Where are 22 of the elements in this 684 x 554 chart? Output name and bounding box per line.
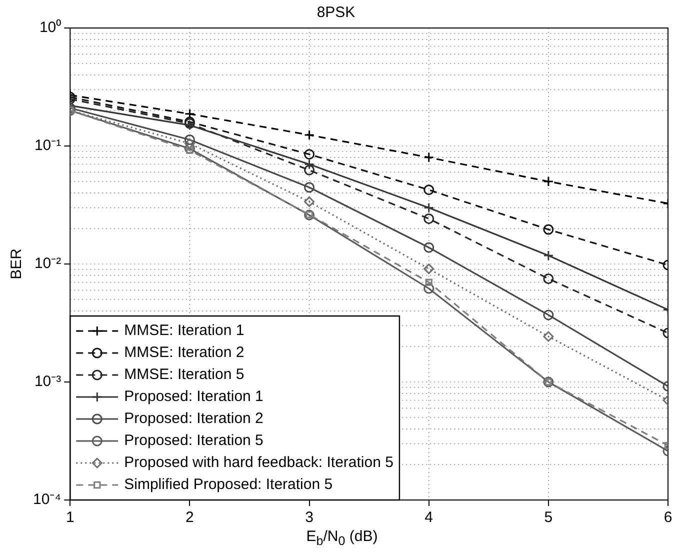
x-tick-label: 1 (66, 509, 74, 526)
x-tick-label: 4 (424, 509, 434, 526)
x-tick-label: 3 (305, 509, 314, 526)
x-tick-label: 6 (664, 509, 672, 526)
chart-title: 8PSK (316, 4, 356, 22)
legend-label: Simplified Proposed: Iteration 5 (124, 476, 333, 494)
x-axis-title: E$_{b}$/N$_{0}$ (dB) (305, 528, 379, 548)
y-tick-label: 10⁻¹ (34, 137, 62, 154)
x-tick-label: 2 (186, 509, 194, 526)
legend-label: Proposed: Iteration 1 (124, 388, 264, 406)
y-tick-label: 10⁻² (34, 255, 62, 272)
y-tick-label: 10⁰ (39, 19, 62, 36)
legend-label: MMSE: Iteration 5 (124, 366, 244, 384)
x-tick-label: 5 (544, 509, 553, 526)
legend-label: MMSE: Iteration 2 (124, 344, 244, 362)
legend-label: Proposed: Iteration 5 (124, 432, 264, 450)
y-tick-label: 10⁻³ (34, 373, 62, 390)
y-tick-label: 10⁻⁴ (32, 491, 62, 508)
legend-label: MMSE: Iteration 1 (124, 322, 244, 340)
y-axis-title: BER (8, 248, 26, 280)
legend-label: Proposed with hard feedback: Iteration 5 (124, 454, 394, 472)
legend-label: Proposed: Iteration 2 (124, 410, 264, 428)
